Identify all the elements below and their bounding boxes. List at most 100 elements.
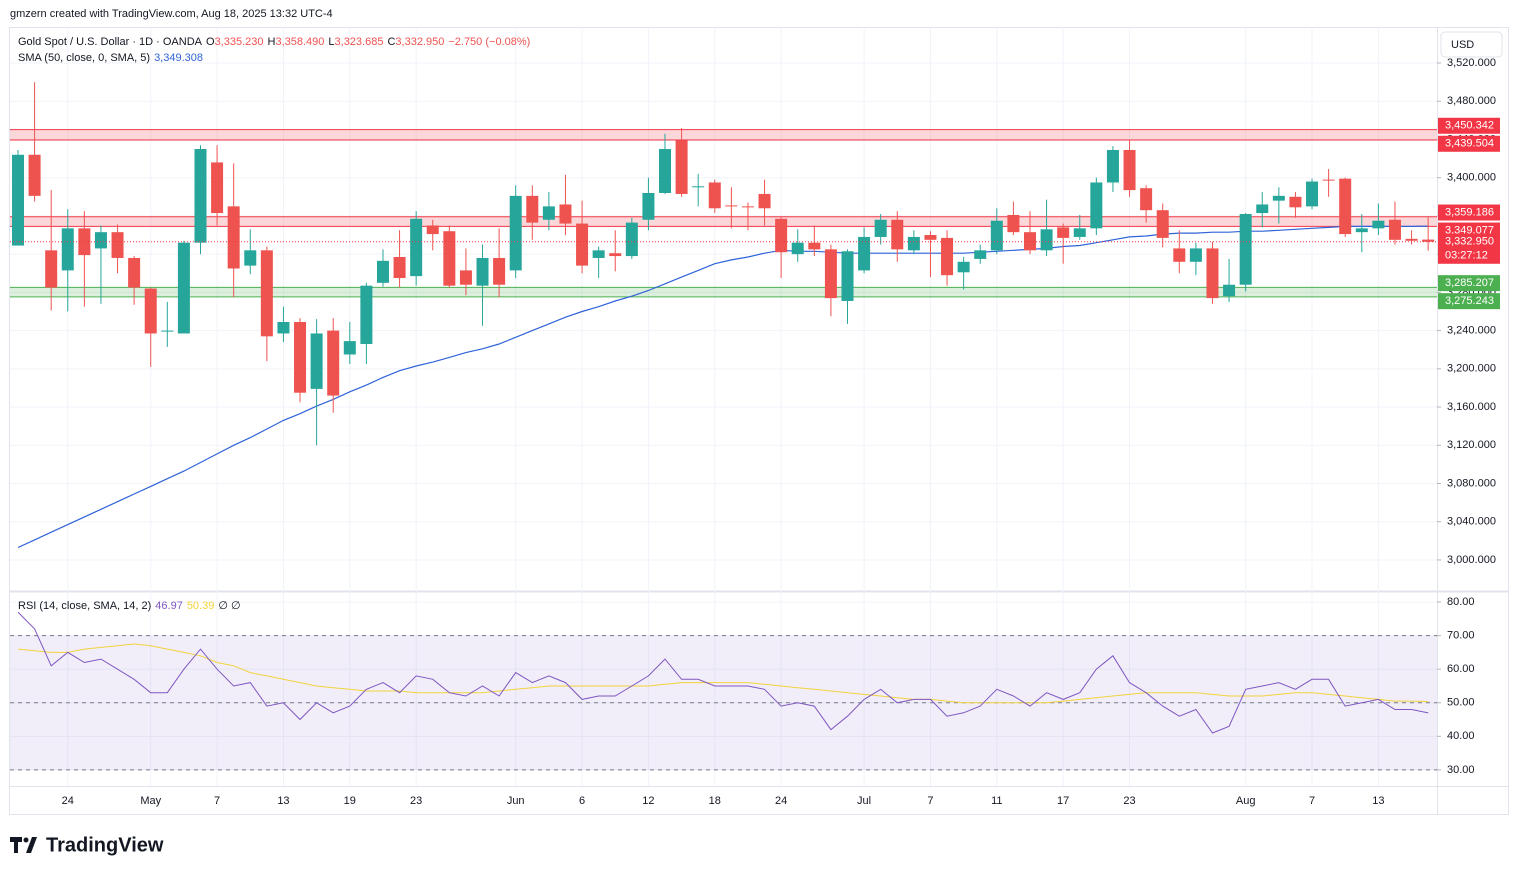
x-tick-label: 24 — [62, 795, 74, 807]
x-tick-label: 7 — [927, 795, 933, 807]
currency-button[interactable] — [1440, 31, 1503, 58]
x-tick-label: 13 — [277, 795, 289, 807]
countdown-label: 03:27:12 — [1445, 250, 1488, 262]
candle-body — [1322, 179, 1335, 181]
candle-body — [277, 321, 290, 334]
legend-key: H — [268, 36, 276, 48]
x-tick-label: 18 — [709, 795, 721, 807]
x-tick-label: 7 — [1309, 795, 1315, 807]
rsi-value: 46.97 — [155, 600, 183, 612]
candle-body — [941, 237, 954, 276]
candle-body — [244, 250, 257, 266]
y-tick-label: 40.00 — [1447, 730, 1475, 742]
candle-body — [1422, 239, 1435, 242]
candle-body — [824, 249, 837, 299]
zone — [10, 129, 1437, 140]
candle-body — [211, 162, 224, 214]
candle-body — [128, 257, 141, 288]
candle-body — [858, 236, 871, 271]
legend-key: C — [387, 36, 395, 48]
candle-body — [1173, 248, 1186, 262]
zone-high-label: 3,359.186 — [1445, 206, 1494, 218]
candle-body — [1090, 182, 1103, 229]
legend-title: Gold Spot / U.S. Dollar · 1D · OANDA — [18, 36, 203, 48]
currency[interactable]: USD — [1451, 39, 1474, 51]
candle-body — [194, 149, 207, 243]
candle-body — [526, 195, 539, 223]
x-tick-label: 11 — [991, 795, 1002, 807]
legend-value: 3,335.230 — [215, 36, 264, 48]
candle-body — [808, 242, 821, 250]
legend-value: 3,358.490 — [275, 36, 324, 48]
candle-body — [741, 206, 754, 208]
candle-body — [327, 330, 340, 396]
rsi-value: 50.39 — [187, 600, 215, 612]
logo-text: TradingView — [46, 834, 164, 856]
frame — [9, 27, 1509, 815]
zone-high-label-box — [1438, 117, 1500, 134]
candle-body — [1372, 220, 1385, 229]
candle-body — [841, 251, 854, 301]
y-tick-label: 3,040.000 — [1447, 516, 1496, 528]
candle-body — [1040, 229, 1053, 251]
y-tick-label: 50.00 — [1447, 697, 1475, 709]
zone-low-label: 3,349.077 — [1445, 224, 1494, 236]
logo-dot — [23, 837, 29, 843]
candle-body — [692, 186, 705, 188]
y-tick-label: 3,240.000 — [1447, 325, 1496, 337]
y-tick-label: 3,480.000 — [1447, 95, 1496, 107]
last-price-box — [1438, 233, 1500, 264]
candle-body — [1339, 178, 1352, 235]
candle-body — [642, 192, 655, 220]
candle-body — [1189, 248, 1202, 262]
legend-key: L — [328, 36, 334, 48]
x-tick-label: 17 — [1057, 795, 1069, 807]
candle-body — [758, 193, 771, 209]
y-tick-label: 3,000.000 — [1447, 554, 1496, 566]
candle-body — [1106, 149, 1119, 183]
x-tick-label: 24 — [775, 795, 787, 807]
credit: gmzern created with TradingView.com, Aug… — [10, 8, 333, 20]
candle-body — [675, 140, 688, 194]
zone — [10, 216, 1437, 227]
legend-value: 3,332.950 — [395, 36, 444, 48]
logo-mark — [10, 837, 37, 853]
candle-body — [1272, 195, 1285, 201]
candle-body — [376, 260, 389, 283]
candle-body — [111, 232, 124, 258]
y-tick-label: 3,120.000 — [1447, 439, 1496, 451]
candle-body — [1073, 228, 1086, 237]
rsi-line — [17, 643, 1429, 704]
candle-body — [1289, 196, 1302, 208]
x-tick-label: 12 — [642, 795, 654, 807]
candle-body — [476, 257, 489, 286]
candle-body — [28, 154, 41, 196]
candle-body — [542, 206, 555, 220]
candle-body — [161, 330, 174, 332]
x-tick-label: 23 — [1123, 795, 1135, 807]
candle-body — [410, 218, 423, 277]
candle-body — [227, 206, 240, 269]
candle-body — [891, 219, 904, 250]
y-tick-label: 3,160.000 — [1447, 401, 1496, 413]
candle-body — [1140, 188, 1153, 211]
candle-body — [493, 257, 506, 285]
candle-body — [94, 232, 107, 249]
candle-body — [576, 223, 589, 266]
zone-low-label-box — [1438, 293, 1500, 310]
candle-body — [1223, 284, 1236, 297]
candle-body — [791, 242, 804, 255]
zone-low-label: 3,275.243 — [1445, 295, 1494, 307]
last-price-label: 3,332.950 — [1445, 236, 1494, 248]
candle-body — [177, 242, 190, 334]
candle-body — [1355, 228, 1368, 233]
sma-line — [17, 225, 1429, 549]
x-tick-label: 19 — [344, 795, 356, 807]
legend: Gold Spot / U.S. Dollar · 1D · OANDA O3,3… — [18, 36, 530, 48]
candle-body — [990, 220, 1003, 251]
candle-body — [78, 228, 91, 256]
candle-body — [1306, 181, 1319, 207]
